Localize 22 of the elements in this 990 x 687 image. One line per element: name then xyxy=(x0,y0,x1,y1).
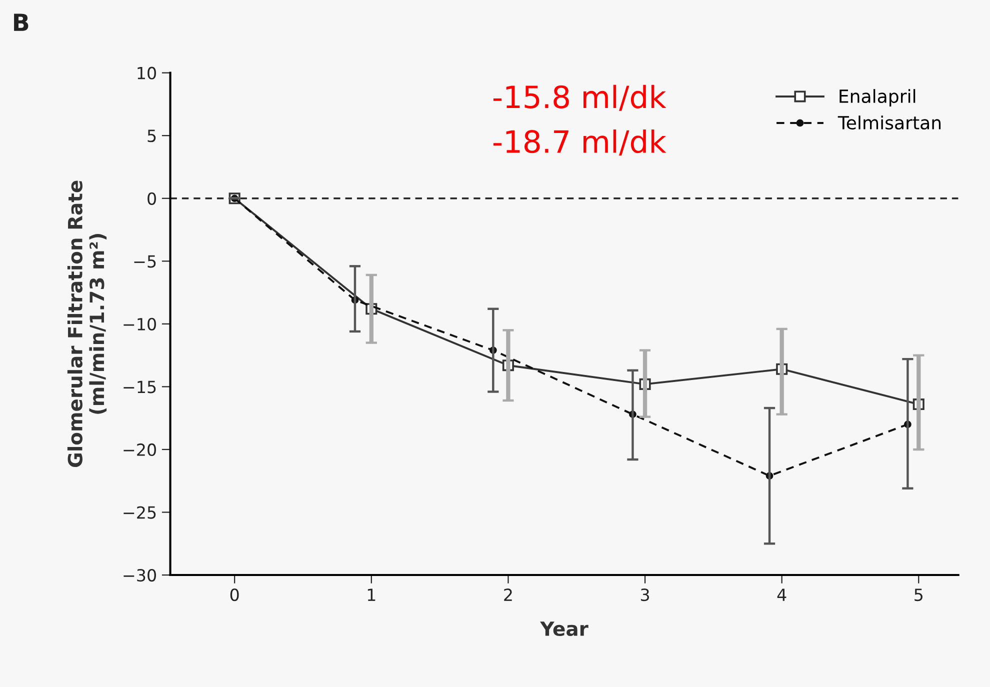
y-axis-title: Glomerular Filtration Rate (ml/min/1.73 m²) xyxy=(67,180,107,468)
x-tick-label: 4 xyxy=(777,588,786,601)
x-tick-label: 0 xyxy=(230,588,239,602)
annotation: -15.8 ml/dk xyxy=(493,84,666,111)
chart-title: B xyxy=(14,14,28,31)
y-tick-label: −10 xyxy=(124,318,156,330)
x-tick-label: 3 xyxy=(640,588,649,602)
x-tick-label: 5 xyxy=(914,588,922,602)
y-tick-label: −5 xyxy=(134,255,156,268)
y-tick-label: −30 xyxy=(124,568,156,582)
x-axis-title: Year xyxy=(540,622,588,636)
y-tick-label: 5 xyxy=(148,130,156,142)
x-tick-label: 2 xyxy=(504,588,512,601)
y-tick-label: −15 xyxy=(124,380,156,394)
y-tick-label: 10 xyxy=(138,66,156,80)
legend-label: Enalapril xyxy=(840,89,916,107)
x-tick-label: 1 xyxy=(368,588,376,601)
legend-label: Telmisartan xyxy=(838,116,941,130)
y-tick-label: 0 xyxy=(148,192,156,205)
y-tick-label: −25 xyxy=(124,506,156,519)
y-tick-label: −20 xyxy=(124,443,156,456)
annotation: -18.7 ml/dk xyxy=(493,129,666,156)
